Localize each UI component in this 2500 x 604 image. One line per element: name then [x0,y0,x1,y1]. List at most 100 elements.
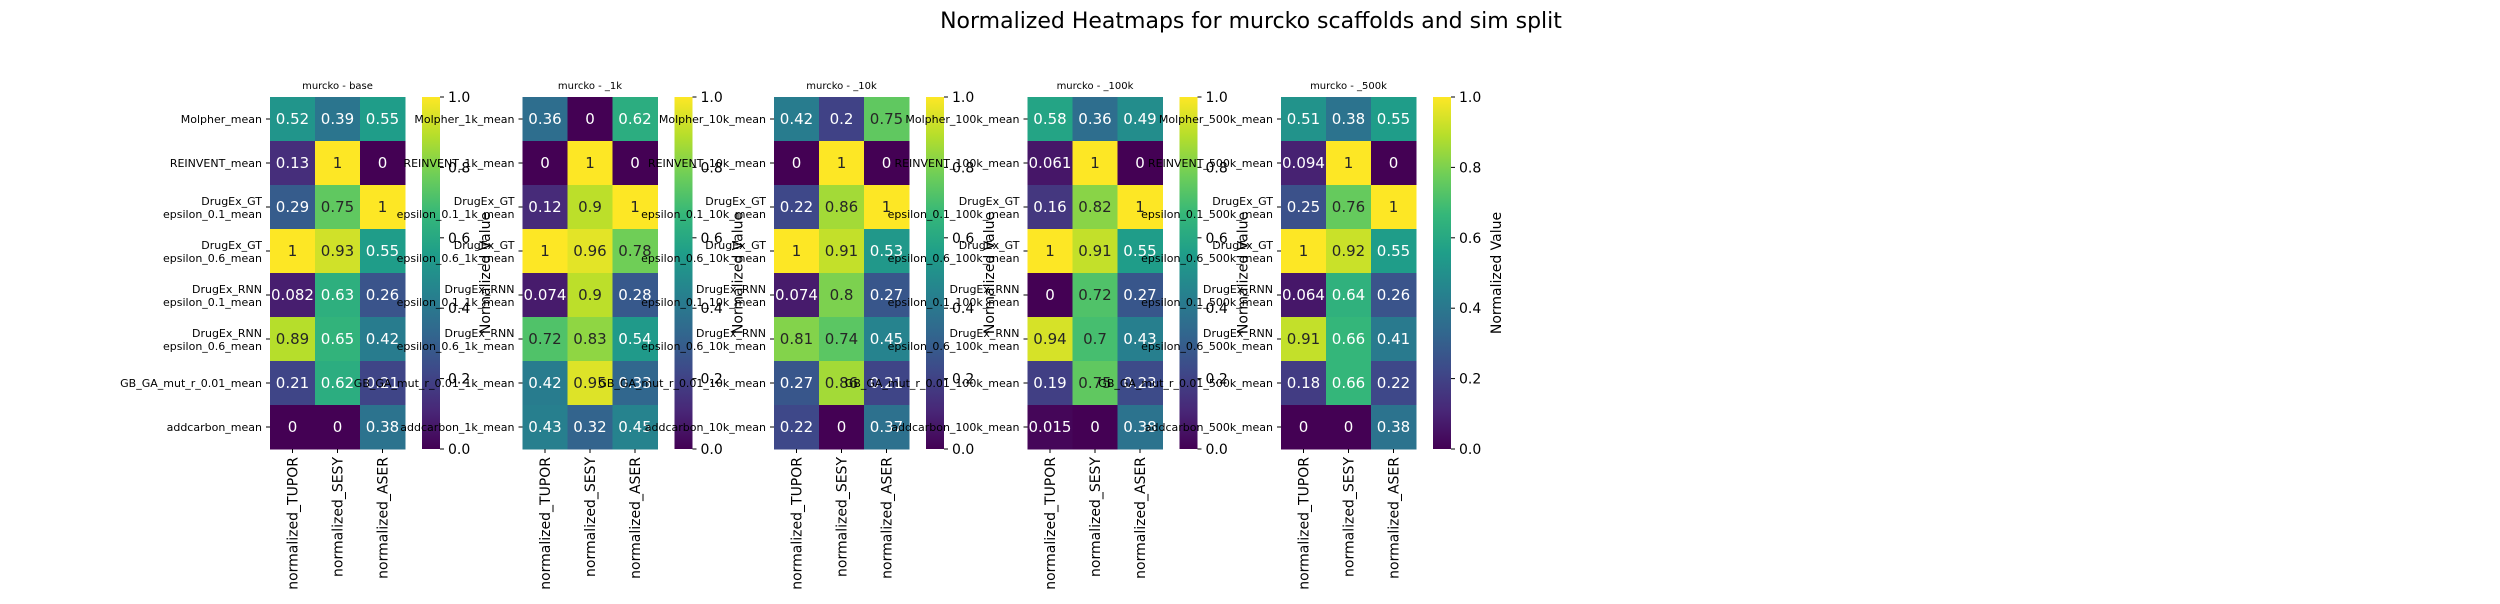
cell-value-label: 0.64 [1332,286,1365,304]
heatmap-cell [1027,141,1073,186]
heatmap-cell [522,405,568,450]
heatmap-cell [1027,361,1073,406]
heatmap-cell [270,229,316,274]
cell-value-label: 0.76 [1332,198,1365,216]
column-label: normalized_SESY [583,457,599,577]
heatmap-cell [1117,141,1163,186]
heatmap-cell [1117,317,1163,362]
column-label: normalized_SESY [1088,457,1104,577]
heatmap-cell [522,141,568,186]
heatmap-cell [1281,317,1327,362]
heatmap-cell [864,141,910,186]
cell-value-label: 0.74 [825,330,858,348]
heatmap-cell [1371,185,1417,230]
cell-value-label: 0.38 [1377,418,1410,436]
cell-value-label: 0.29 [276,198,309,216]
cell-value-label: 0 [1344,418,1354,436]
cell-value-label: 0.18 [1287,374,1320,392]
cell-value-label: 0.12 [528,198,561,216]
cell-value-label: 0.8 [830,286,854,304]
heatmap-cell [864,361,910,406]
column-label: normalized_TUPOR [1043,457,1059,590]
cell-value-label: 0.55 [1377,110,1410,128]
cell-value-label: 0.55 [1377,242,1410,260]
row-label: DrugEx_GT epsilon_0.1_mean [163,195,262,221]
subplot-title: murcko - base [302,81,373,92]
cell-value-label: 0.86 [825,198,858,216]
cell-value-label: 0.89 [276,330,309,348]
cell-value-label: 0 [585,110,595,128]
heatmap-cell [1281,273,1327,318]
cell-value-label: 0.064 [1282,286,1325,304]
cell-value-label: 0.83 [573,330,606,348]
heatmap-cell [1281,361,1327,406]
heatmap-cell [1027,229,1073,274]
row-label: DrugEx_GT epsilon_0.1_100k_mean [888,195,1020,221]
heatmap-cell [864,317,910,362]
heatmap-panel-3: murcko - _10k 0.42 0.2 0.75 0 1 0 0.22 0.86 1 1 0.9… [598,81,998,590]
row-label: Molpher_1k_mean [414,113,514,126]
row-label: Molpher_mean [181,113,262,126]
row-label: DrugEx_RNN epsilon_0.1_100k_mean [888,283,1020,309]
heatmap-cell [1326,273,1372,318]
heatmap-cell [1072,141,1118,186]
heatmap-cell [1027,273,1073,318]
cell-value-label: 0.39 [321,110,354,128]
cell-value-label: 0 [288,418,298,436]
colorbar-tick-label: 0.6 [1459,231,1481,247]
colorbar-tick-label: 0.0 [701,442,723,458]
heatmap-cell [819,97,865,142]
heatmap-cell [270,141,316,186]
cell-value-label: 0.55 [366,242,399,260]
heatmap-cell [774,273,820,318]
heatmap-cell [1281,405,1327,450]
heatmap-cell [612,97,658,142]
heatmap-panel-4: murcko - _100k 0.58 0.36 0.49 0.061 1 0 0.16 0.8… [845,81,1252,590]
cell-value-label: 1 [1090,154,1100,172]
heatmap-cell [567,273,613,318]
colorbar [422,97,440,449]
subplot-title: murcko - _1k [558,81,622,92]
cell-value-label: 1 [1135,198,1145,216]
row-label: GB_GA_mut_r_0.01_1k_mean [354,377,515,390]
column-label: normalized_TUPOR [790,457,806,590]
colorbar-tick-label: 1.0 [1206,90,1228,106]
row-label: REINVENT_1k_mean [403,157,514,170]
heatmap-panel-5: murcko - _500k 0.51 0.38 0.55 0.094 1 0 0.25 0.7… [1098,81,1505,590]
cell-value-label: 0 [540,154,550,172]
heatmap-cell [1027,405,1073,450]
cell-value-label: 0 [837,418,847,436]
colorbar-tick-label: 0.4 [448,301,470,317]
colorbar-tick-label: 0.0 [448,442,470,458]
colorbar [674,97,693,449]
cell-value-label: 0.75 [321,198,354,216]
heatmap-cell [864,185,910,230]
cell-value-label: 0.62 [321,374,354,392]
heatmap-cell [864,97,910,142]
heatmap-cell [522,229,568,274]
cell-value-label: 0.9 [578,198,602,216]
row-label: addcarbon_mean [167,421,262,434]
heatmap-panel-2: murcko - _1k 0.36 0 0.62 0 1 0 0.12 0.9 1 1 0.96 0.7… [354,81,747,590]
cell-value-label: 1 [1299,242,1309,260]
heatmap-cell [1371,361,1417,406]
cell-value-label: 0.72 [528,330,561,348]
heatmap-cell [1371,273,1417,318]
cell-value-label: 0.27 [780,374,813,392]
cell-value-label: 0.51 [1287,110,1320,128]
row-label: DrugEx_RNN epsilon_0.1_mean [163,283,262,309]
heatmap-cell [1326,317,1372,362]
cell-value-label: 0.82 [1078,198,1111,216]
heatmap-cell [1117,97,1163,142]
row-label: DrugEx_GT epsilon_0.6_10k_mean [641,239,766,265]
heatmap-cell [567,141,613,186]
cell-value-label: 0.72 [1078,286,1111,304]
colorbar-tick-label: 1.0 [1459,90,1481,106]
cell-value-label: 0.86 [825,374,858,392]
cell-value-label: 0.45 [870,330,903,348]
colorbar-tick-label: 0.2 [952,372,974,388]
heatmap-cell [1117,229,1163,274]
row-label: DrugEx_RNN epsilon_0.6_100k_mean [888,327,1020,353]
cell-value-label: 0.92 [1332,242,1365,260]
row-label: GB_GA_mut_r_0.01_mean [120,377,262,390]
